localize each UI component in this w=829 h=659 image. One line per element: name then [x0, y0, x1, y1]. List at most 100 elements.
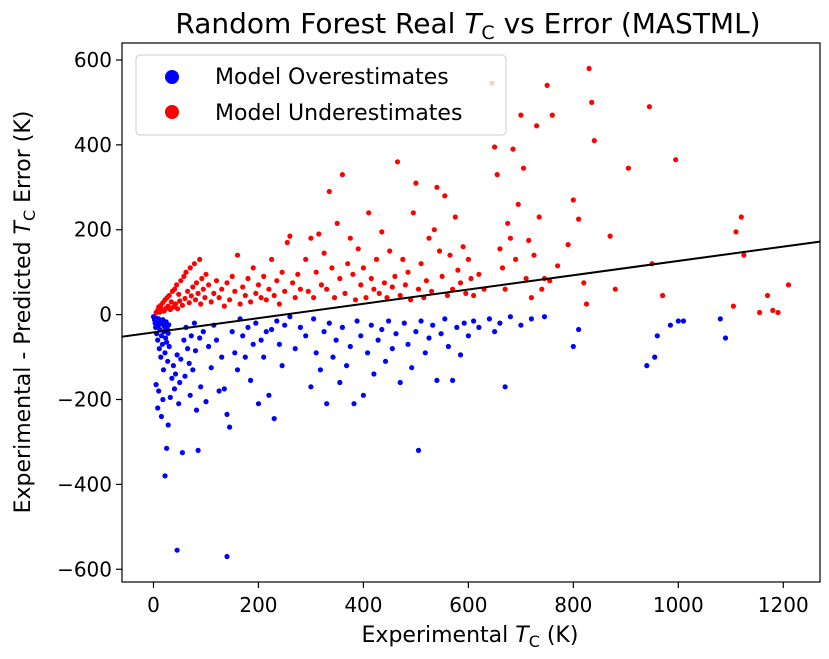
data-point — [308, 235, 314, 241]
data-point — [245, 324, 251, 330]
data-point — [741, 252, 747, 258]
data-point — [492, 144, 498, 150]
data-point — [313, 350, 319, 356]
data-point — [174, 352, 180, 358]
legend-label-overestimates: Model Overestimates — [215, 65, 449, 90]
data-point — [165, 330, 171, 336]
data-point — [350, 271, 356, 277]
data-point — [430, 322, 436, 328]
data-point — [492, 329, 498, 335]
data-point — [271, 292, 277, 299]
data-point — [452, 214, 458, 220]
legend-box — [135, 54, 507, 136]
data-point — [266, 286, 272, 292]
data-point — [176, 401, 182, 407]
data-point — [722, 335, 729, 341]
data-point — [193, 280, 200, 286]
data-point — [570, 197, 576, 203]
data-point — [366, 210, 372, 216]
data-point — [185, 346, 191, 352]
data-point — [187, 392, 193, 398]
data-point — [186, 360, 192, 366]
data-point — [279, 363, 285, 369]
data-point — [195, 290, 201, 296]
data-point — [292, 346, 298, 352]
data-point — [284, 239, 290, 246]
data-point — [413, 329, 419, 335]
data-point — [287, 233, 293, 239]
data-point — [513, 256, 519, 262]
data-point — [415, 447, 422, 453]
data-point — [409, 365, 415, 371]
series-1 — [153, 65, 792, 316]
data-point — [160, 396, 166, 403]
data-point — [182, 373, 188, 379]
data-point — [324, 286, 330, 292]
data-point — [203, 271, 209, 277]
data-point — [185, 288, 191, 294]
series-0 — [150, 314, 729, 560]
data-point — [261, 354, 267, 360]
data-point — [415, 286, 422, 292]
data-point — [219, 354, 225, 360]
y-tick-label: 0 — [99, 303, 112, 327]
data-point — [382, 358, 389, 364]
data-point — [502, 286, 508, 292]
data-point — [405, 269, 411, 275]
data-point — [234, 252, 241, 258]
data-point — [515, 201, 521, 207]
data-point — [654, 333, 660, 339]
data-point — [206, 282, 212, 288]
data-point — [255, 282, 262, 288]
data-point — [156, 346, 162, 352]
data-point — [344, 363, 350, 369]
data-point — [413, 180, 419, 186]
data-point — [576, 326, 582, 333]
data-point — [680, 318, 687, 324]
data-point — [155, 405, 161, 411]
data-point — [321, 250, 327, 256]
data-point — [518, 112, 524, 118]
data-point — [177, 298, 183, 304]
data-point — [221, 303, 227, 309]
data-point — [208, 299, 214, 305]
data-point — [200, 286, 206, 292]
data-point — [292, 295, 298, 301]
data-point — [534, 123, 540, 129]
data-point — [211, 290, 217, 296]
data-point — [507, 314, 513, 320]
data-point — [232, 288, 238, 294]
data-point — [158, 333, 164, 339]
data-point — [365, 350, 371, 356]
data-point — [445, 343, 451, 350]
data-point — [576, 216, 582, 222]
data-point — [386, 318, 392, 324]
data-point — [436, 248, 443, 254]
data-point — [423, 278, 429, 284]
data-point — [345, 261, 351, 267]
data-point — [733, 229, 739, 235]
data-point — [266, 392, 272, 398]
data-point — [358, 282, 364, 288]
data-point — [208, 365, 214, 371]
data-point — [174, 547, 180, 553]
data-point — [156, 388, 162, 394]
data-point — [187, 265, 193, 271]
y-tick-label: 200 — [74, 218, 112, 242]
data-point — [510, 146, 516, 152]
axes: 0 200 400 600 800 1000 1200 −600 −400 −200 0 200 400… — [57, 42, 821, 617]
data-point — [337, 379, 343, 386]
data-point — [465, 333, 471, 339]
data-point — [329, 265, 335, 271]
data-point — [303, 256, 309, 262]
data-point — [544, 82, 550, 88]
data-point — [518, 322, 524, 328]
x-tick-label: 0 — [147, 593, 160, 617]
data-point — [363, 295, 369, 301]
data-point — [360, 392, 366, 398]
data-point — [371, 286, 377, 292]
data-point — [347, 343, 353, 350]
data-point — [234, 367, 241, 373]
data-point — [770, 307, 776, 313]
x-tick-label: 400 — [344, 593, 382, 617]
